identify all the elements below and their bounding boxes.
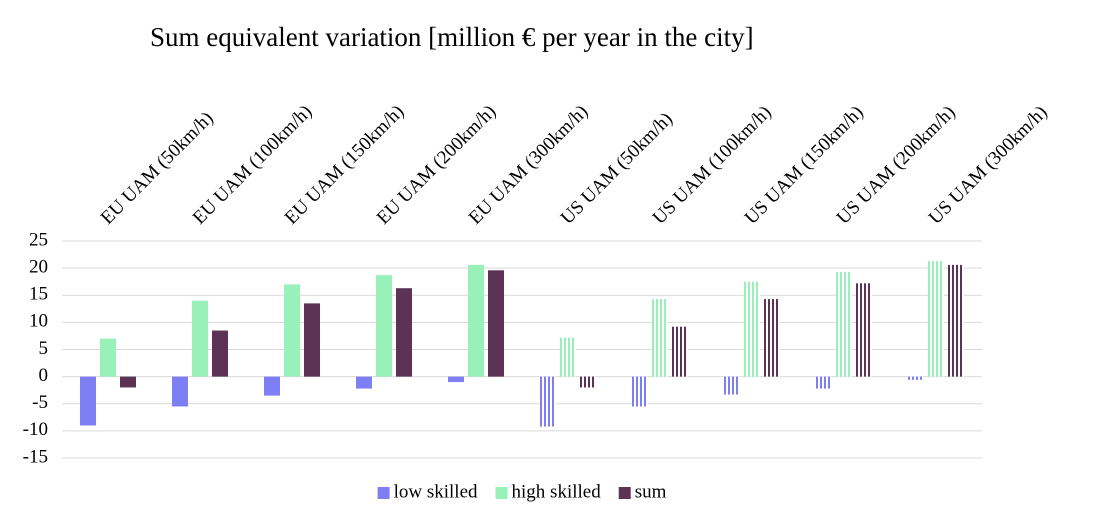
bar xyxy=(304,303,320,377)
bar xyxy=(396,288,412,377)
bar xyxy=(376,275,392,377)
bar xyxy=(192,300,208,377)
y-tick-label: -5 xyxy=(32,392,48,413)
bar xyxy=(948,264,964,377)
bar xyxy=(560,337,576,377)
y-tick-label: 0 xyxy=(39,365,49,386)
bar xyxy=(744,281,760,377)
y-tick-label: 10 xyxy=(29,311,48,332)
bar xyxy=(928,261,944,377)
y-tick-label: 25 xyxy=(29,229,48,250)
bar xyxy=(540,376,556,427)
legend-label: low skilled xyxy=(394,481,478,502)
bar xyxy=(448,376,464,383)
bar xyxy=(264,376,280,396)
bar xyxy=(468,264,484,377)
bar xyxy=(212,330,228,377)
bar xyxy=(580,376,596,388)
bar xyxy=(856,283,872,377)
bar xyxy=(488,270,504,377)
y-tick-label: 20 xyxy=(29,256,48,277)
legend-swatch xyxy=(377,487,390,499)
bar xyxy=(908,376,924,380)
y-tick-label: -10 xyxy=(23,419,48,440)
bar xyxy=(120,376,136,388)
bar xyxy=(764,299,780,377)
y-tick-label: -15 xyxy=(23,446,48,467)
bar xyxy=(836,271,852,377)
legend-swatch xyxy=(495,487,508,499)
legend-swatch xyxy=(618,487,631,499)
bar xyxy=(816,376,832,389)
legend-label: sum xyxy=(635,481,667,502)
bar xyxy=(284,284,300,377)
bar xyxy=(80,376,96,426)
legend-label: high skilled xyxy=(512,481,602,502)
bar xyxy=(632,376,648,407)
bar xyxy=(100,338,116,377)
bar xyxy=(172,376,188,407)
bar xyxy=(724,376,740,395)
bar xyxy=(672,326,688,377)
bar xyxy=(652,299,668,377)
y-tick-label: 15 xyxy=(29,284,48,305)
bar xyxy=(356,376,372,389)
y-tick-label: 5 xyxy=(39,338,49,359)
chart-title: Sum equivalent variation [million € per … xyxy=(150,22,754,52)
